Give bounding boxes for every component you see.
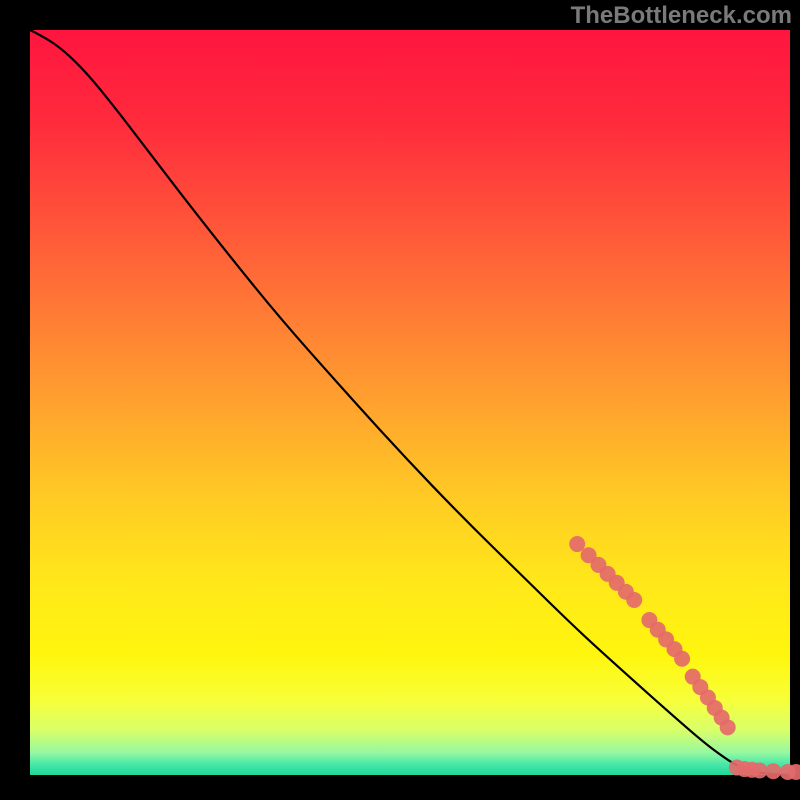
chart-svg <box>0 0 800 800</box>
chart-container: TheBottleneck.com <box>0 0 800 800</box>
data-marker <box>752 763 768 779</box>
watermark-text: TheBottleneck.com <box>571 2 792 30</box>
data-marker <box>720 719 736 735</box>
data-marker <box>626 592 642 608</box>
data-marker <box>765 763 781 779</box>
data-marker <box>674 651 690 667</box>
data-marker <box>569 536 585 552</box>
